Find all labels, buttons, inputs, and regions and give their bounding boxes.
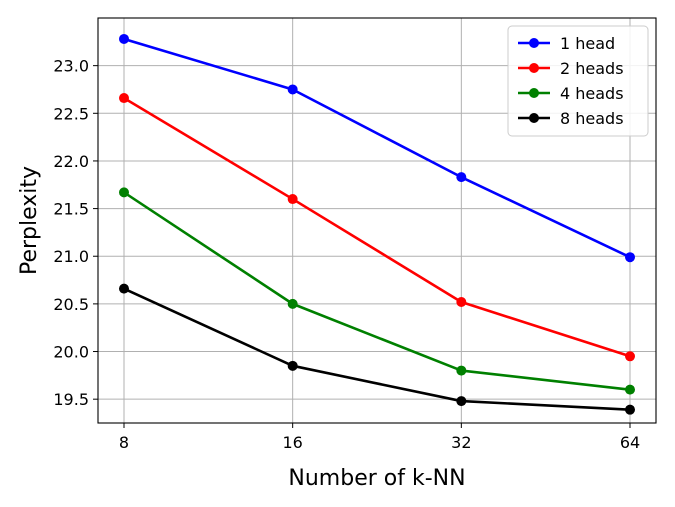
series-line-0	[123, 37, 631, 259]
series-line-3	[123, 287, 631, 411]
legend-marker-2	[529, 88, 539, 98]
data-point-0-1	[287, 84, 298, 95]
y-tick-label-1: 20.0	[53, 343, 89, 362]
y-tick-label-5: 22.0	[53, 152, 89, 171]
legend-label-1: 2 heads	[560, 59, 624, 78]
data-point-2-0	[119, 187, 129, 198]
x-tick-label-3: 64	[620, 433, 640, 452]
y-axis-label: Perplexity	[17, 166, 42, 275]
data-point-1-3	[625, 351, 635, 362]
y-tick-label-4: 21.5	[53, 200, 89, 219]
y-tick-label-2: 20.5	[53, 295, 89, 314]
y-tick-label-0: 19.5	[53, 390, 89, 409]
x-axis-label: Number of k-NN	[288, 466, 465, 491]
data-point-0-3	[625, 252, 635, 263]
legend-marker-1	[529, 63, 539, 73]
y-axis-ticks: 19.5 20.0 20.5 21.0 21.5 22.0 22.5 23.0	[53, 57, 98, 409]
data-point-3-3	[625, 404, 635, 415]
x-tick-label-2: 32	[451, 433, 471, 452]
legend-marker-0	[529, 38, 539, 48]
x-tick-label-1: 16	[282, 433, 302, 452]
data-point-2-2	[456, 365, 467, 376]
data-point-1-1	[287, 194, 298, 205]
plot-frame	[97, 17, 657, 424]
data-point-3-2	[456, 396, 467, 407]
legend-label-0: 1 head	[560, 34, 615, 53]
series-group	[119, 33, 635, 415]
series-line-2	[123, 191, 631, 391]
y-tick-label-3: 21.0	[53, 247, 89, 266]
x-axis-ticks: 8 16 32 64	[119, 423, 640, 452]
data-point-3-1	[287, 360, 298, 371]
y-tick-label-6: 22.5	[53, 104, 89, 123]
legend-marker-3	[529, 113, 539, 123]
legend: 1 head 2 heads 4 heads 8 heads	[507, 25, 649, 137]
data-point-2-1	[287, 298, 298, 309]
legend-label-2: 4 heads	[560, 84, 624, 103]
data-point-2-3	[625, 384, 635, 395]
data-point-1-0	[119, 93, 129, 104]
data-point-0-0	[119, 33, 129, 44]
legend-box	[507, 25, 649, 137]
legend-label-3: 8 heads	[560, 109, 624, 128]
data-point-0-2	[456, 172, 467, 183]
series-line-1	[123, 96, 631, 358]
data-point-1-2	[456, 296, 467, 307]
x-tick-label-0: 8	[119, 433, 129, 452]
y-tick-label-7: 23.0	[53, 57, 89, 76]
data-point-3-0	[119, 283, 129, 294]
